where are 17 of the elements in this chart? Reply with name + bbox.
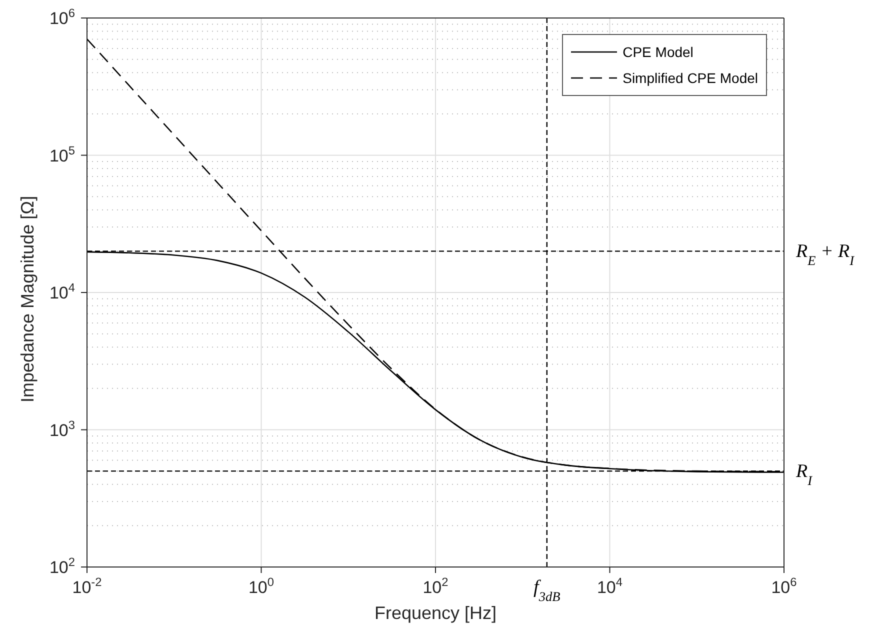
ref-line-label: R$_{I}$ bbox=[795, 461, 813, 488]
x-axis-title: Frequency [Hz] bbox=[374, 603, 497, 623]
x-tick-label: 10$^{-2}$ bbox=[72, 575, 102, 597]
x-tick-label: 10$^{0}$ bbox=[248, 575, 274, 597]
y-tick-label: 10$^{6}$ bbox=[49, 6, 76, 28]
legend-label: Simplified CPE Model bbox=[622, 70, 758, 86]
x-tick-label: 10$^{2}$ bbox=[422, 575, 449, 597]
y-tick-label: 10$^{2}$ bbox=[49, 555, 76, 577]
legend-label: CPE Model bbox=[622, 44, 694, 60]
ref-line-label: f$_{3dB}$ bbox=[534, 577, 560, 604]
y-tick-label: 10$^{5}$ bbox=[49, 143, 76, 166]
ref-line-label: R$_{E}$ + R$_{I}$ bbox=[795, 241, 855, 268]
x-tick-label: 10$^{6}$ bbox=[771, 575, 798, 597]
y-axis-title: Impedance Magnitude [Ω] bbox=[17, 196, 38, 402]
y-tick-label: 10$^{4}$ bbox=[49, 280, 76, 302]
y-tick-label: 10$^{3}$ bbox=[49, 418, 76, 440]
x-tick-label: 10$^{4}$ bbox=[596, 575, 623, 597]
